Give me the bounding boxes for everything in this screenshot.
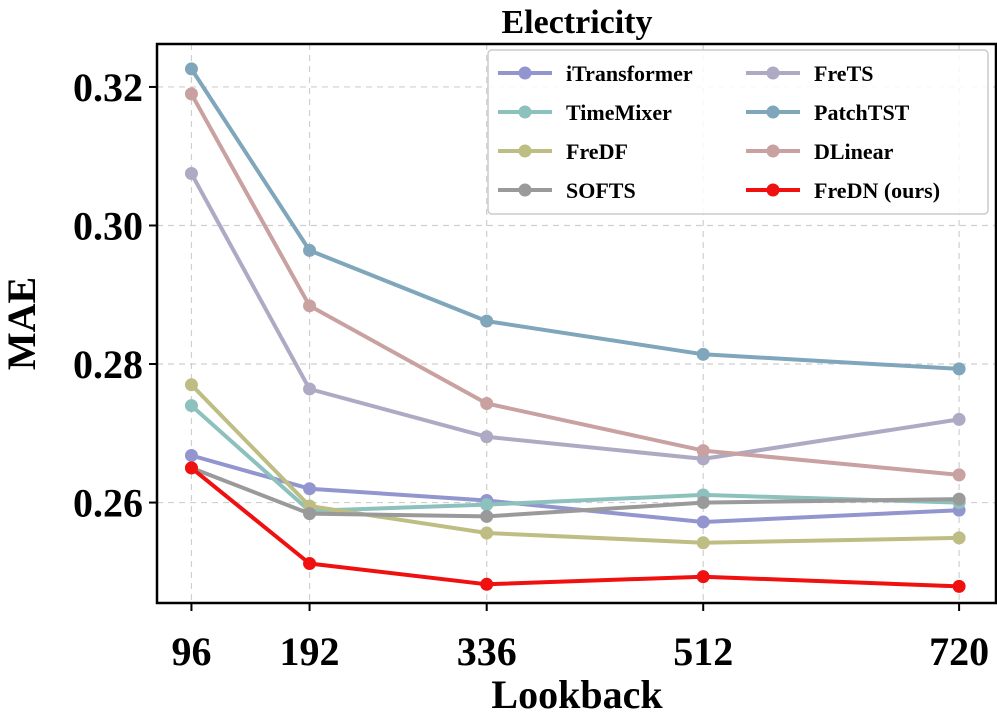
legend-marker bbox=[766, 66, 780, 80]
y-tick-label: 0.30 bbox=[73, 203, 143, 248]
series-lines bbox=[184, 62, 966, 593]
chart-title: Electricity bbox=[501, 4, 652, 41]
legend-label: FreTS bbox=[814, 61, 873, 86]
plot-frame bbox=[155, 42, 997, 605]
legend-item: SOFTS bbox=[498, 178, 636, 203]
data-point bbox=[303, 482, 317, 496]
data-point bbox=[184, 87, 198, 101]
data-point bbox=[303, 507, 317, 521]
data-point bbox=[480, 314, 494, 328]
y-tick-label: 0.26 bbox=[73, 481, 143, 526]
data-point bbox=[184, 399, 198, 413]
data-point bbox=[184, 448, 198, 462]
series bbox=[184, 87, 966, 482]
data-point bbox=[480, 509, 494, 523]
data-point bbox=[184, 378, 198, 392]
data-point bbox=[480, 430, 494, 444]
x-axis-label: Lookback bbox=[491, 672, 663, 717]
y-tick-label: 0.28 bbox=[73, 342, 143, 387]
data-point bbox=[480, 498, 494, 512]
legend-marker bbox=[518, 105, 532, 119]
data-point bbox=[480, 526, 494, 540]
legend-item: iTransformer bbox=[498, 61, 693, 86]
legend-marker bbox=[766, 144, 780, 158]
legend-item: DLinear bbox=[746, 139, 894, 164]
x-tick-label: 192 bbox=[280, 629, 340, 674]
data-point bbox=[696, 515, 710, 529]
legend-marker bbox=[518, 66, 532, 80]
data-point bbox=[952, 531, 966, 545]
legend-marker bbox=[766, 105, 780, 119]
data-point bbox=[696, 536, 710, 550]
legend-label: SOFTS bbox=[566, 178, 636, 203]
legend-marker bbox=[518, 183, 532, 197]
data-point bbox=[952, 468, 966, 482]
data-point bbox=[303, 299, 317, 313]
data-point bbox=[303, 243, 317, 257]
legend-marker bbox=[518, 144, 532, 158]
y-tick-label: 0.32 bbox=[73, 65, 143, 110]
legend-label: TimeMixer bbox=[566, 100, 672, 125]
data-point bbox=[696, 570, 710, 584]
series bbox=[184, 62, 966, 376]
y-axis-label: MAE bbox=[0, 277, 44, 370]
series-line bbox=[189, 172, 960, 461]
legend-box bbox=[487, 49, 989, 215]
data-point bbox=[696, 444, 710, 458]
data-point bbox=[952, 579, 966, 593]
axis-ticks: 96 192 336 512 720 0.26 0.28 0.30 0.32 bbox=[73, 65, 989, 674]
legend-label: FreDF bbox=[566, 139, 628, 164]
legend-marker bbox=[766, 183, 780, 197]
legend-item: FreDN (ours) bbox=[746, 178, 940, 203]
legend-item: FreDF bbox=[498, 139, 628, 164]
legend-label: FreDN (ours) bbox=[814, 178, 940, 203]
x-tick-label: 96 bbox=[171, 629, 211, 674]
data-point bbox=[952, 492, 966, 506]
data-point bbox=[480, 397, 494, 411]
series bbox=[184, 461, 966, 593]
data-point bbox=[952, 412, 966, 426]
legend-label: iTransformer bbox=[566, 61, 693, 86]
x-tick-label: 336 bbox=[457, 629, 517, 674]
x-tick-label: 512 bbox=[673, 629, 733, 674]
x-tick-label: 720 bbox=[929, 629, 989, 674]
legend-label: DLinear bbox=[814, 139, 894, 164]
data-point bbox=[303, 382, 317, 396]
data-point bbox=[696, 496, 710, 510]
data-point bbox=[184, 461, 198, 475]
legend-label: PatchTST bbox=[814, 100, 910, 125]
legend-item: TimeMixer bbox=[498, 100, 672, 125]
data-point bbox=[303, 557, 317, 571]
data-point bbox=[952, 362, 966, 376]
legend-item: FreTS bbox=[746, 61, 873, 86]
data-point bbox=[696, 347, 710, 361]
series bbox=[184, 448, 966, 529]
legend-item: PatchTST bbox=[746, 100, 910, 125]
data-point bbox=[480, 577, 494, 591]
data-point bbox=[184, 167, 198, 181]
data-point bbox=[184, 62, 198, 76]
legend: iTransformer FreTS TimeMixer PatchTST FreDF D… bbox=[487, 49, 989, 215]
